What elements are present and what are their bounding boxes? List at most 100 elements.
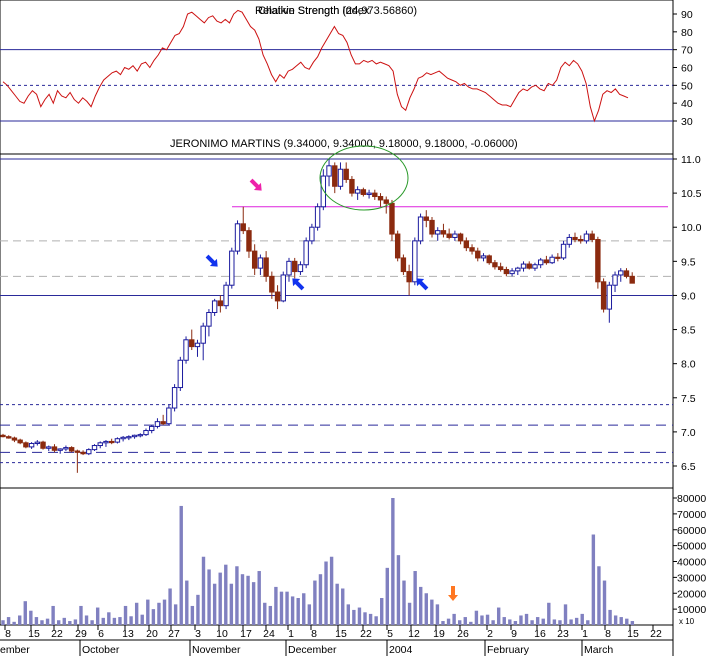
volume-bar xyxy=(324,561,328,625)
volume-bar xyxy=(73,619,78,625)
candle-body xyxy=(177,359,184,389)
candle-body xyxy=(68,447,75,452)
candle-body xyxy=(200,325,206,344)
date-day-label: 12 xyxy=(408,628,420,640)
volume-bar xyxy=(569,619,573,625)
volume-bar xyxy=(257,571,261,625)
candle-body xyxy=(457,233,464,242)
volume-bar xyxy=(329,556,334,625)
candle-body xyxy=(463,240,470,249)
volume-bar xyxy=(45,618,50,625)
rsi-tick-label: 60 xyxy=(681,63,693,75)
candle-body xyxy=(326,165,332,177)
candle-body xyxy=(97,442,103,447)
volume-tick-label: 30000 xyxy=(677,572,706,584)
candle-body xyxy=(211,300,218,313)
rsi-series xyxy=(2,9,629,123)
volume-bar xyxy=(229,583,234,625)
volume-bar xyxy=(268,605,273,625)
volume-bar xyxy=(235,566,239,625)
rsi-tick-label: 80 xyxy=(681,27,693,39)
rsi-tick-label: 50 xyxy=(681,80,693,92)
candle-body xyxy=(303,240,309,266)
price-tick-label: 6.5 xyxy=(681,461,696,473)
candle-body xyxy=(183,339,189,361)
volume-bar xyxy=(146,599,150,625)
volume-tick-label: 70000 xyxy=(677,509,706,521)
candle-body xyxy=(372,192,378,198)
date-month-label: February xyxy=(487,644,530,656)
candle-body xyxy=(600,281,607,310)
candle-body xyxy=(0,434,6,438)
candle-body xyxy=(423,216,429,221)
price-tick-label: 8.0 xyxy=(681,359,696,371)
volume-bar xyxy=(207,569,211,625)
candle-body xyxy=(46,446,52,449)
volume-bar xyxy=(196,594,200,625)
volume-bar xyxy=(6,617,11,625)
volume-tick-label: 40000 xyxy=(677,557,706,569)
candle-body xyxy=(606,284,613,310)
date-day-label: 3 xyxy=(195,628,201,640)
date-day-label: 1 xyxy=(288,628,294,640)
candle-body xyxy=(240,223,246,232)
volume-bar xyxy=(79,605,83,625)
arrow-down-right-icon xyxy=(205,254,218,267)
volume-bar xyxy=(18,615,22,625)
candle-body xyxy=(34,441,41,444)
volume-bar xyxy=(608,609,612,625)
volume-bar xyxy=(586,620,590,625)
volume-bar xyxy=(419,586,423,625)
candle-body xyxy=(572,236,578,241)
candle-body xyxy=(560,243,567,259)
top-ellipse xyxy=(319,145,409,211)
candle-body xyxy=(269,275,275,293)
volume-bar xyxy=(613,615,618,625)
volume-bar xyxy=(1,620,5,625)
date-day-label: 29 xyxy=(75,628,87,640)
candle-body xyxy=(377,196,384,201)
volume-bar xyxy=(357,607,362,625)
candle-body xyxy=(497,266,504,271)
rsi-title-overlap: Chaikin Strength (24,973.56860) xyxy=(258,5,417,17)
volume-bar xyxy=(430,599,434,625)
candle-body xyxy=(332,165,338,187)
candle-body xyxy=(257,257,264,269)
candle-body xyxy=(160,421,166,425)
candle-body xyxy=(274,291,281,302)
candle-body xyxy=(429,219,435,235)
candle-body xyxy=(40,441,46,449)
date-day-label: 2 xyxy=(487,628,493,640)
candle-body xyxy=(400,257,407,273)
candle-body xyxy=(17,439,23,444)
date-day-label: 22 xyxy=(650,628,662,640)
candle-body xyxy=(383,199,389,204)
date-day-label: 26 xyxy=(457,628,469,640)
volume-bar xyxy=(341,588,345,625)
price-tick-label: 7.0 xyxy=(681,427,696,439)
volume-bar xyxy=(502,617,506,625)
volume-tick-label: 80000 xyxy=(677,493,706,505)
candle-body xyxy=(337,168,344,187)
volume-bar xyxy=(274,586,278,625)
volume-bar xyxy=(396,555,401,625)
candle-body xyxy=(578,239,584,242)
volume-bar xyxy=(290,596,295,625)
volume-bar xyxy=(84,615,89,625)
arrow-down-orange-icon xyxy=(448,586,458,601)
date-month-label: March xyxy=(584,644,613,656)
volume-bar xyxy=(424,593,428,625)
candle-body xyxy=(234,223,241,252)
volume-bar xyxy=(558,620,562,625)
candle-body xyxy=(126,436,132,439)
volume-bar xyxy=(452,613,456,625)
candle-body xyxy=(417,216,424,242)
candle-body xyxy=(486,255,492,264)
candle-body xyxy=(526,263,532,269)
date-month-label: 2004 xyxy=(389,644,413,656)
candle-body xyxy=(108,440,115,444)
volume-bar xyxy=(40,620,44,625)
volume-bar xyxy=(619,617,623,625)
volume-bar xyxy=(263,602,267,625)
volume-bar xyxy=(240,574,245,625)
